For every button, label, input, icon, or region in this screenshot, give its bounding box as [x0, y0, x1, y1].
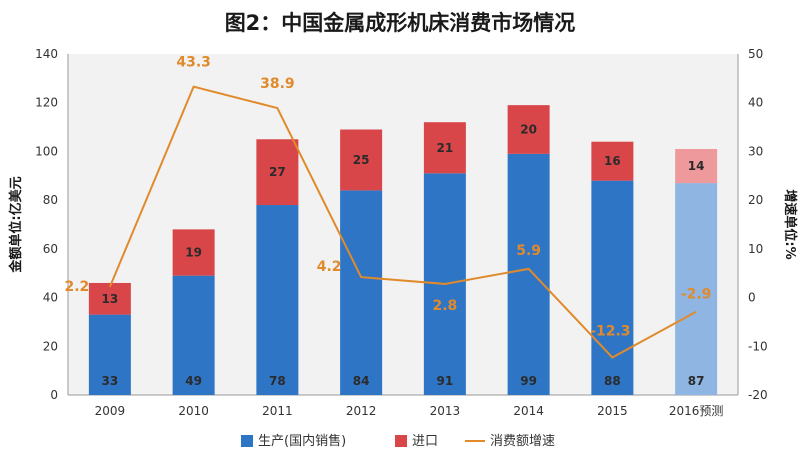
y-tick-label-left: 80	[43, 193, 58, 207]
y-tick-label-left: 100	[35, 144, 58, 158]
legend: 生产(国内销售) 进口 消费额增速	[241, 433, 555, 449]
bar-label-import: 27	[269, 165, 286, 179]
bar-label-production: 99	[520, 374, 537, 388]
bar-label-import: 16	[604, 154, 621, 168]
y-tick-label-left: 40	[43, 291, 58, 305]
legend-label-growth: 消费额增速	[490, 434, 555, 449]
growth-data-label: 2.8	[432, 298, 457, 314]
bar-label-production: 88	[604, 374, 621, 388]
y-axis-title-left: 金额单位:亿美元	[8, 176, 24, 273]
bar-import	[423, 122, 466, 174]
growth-data-label: 2.2	[64, 279, 89, 295]
y-tick-label-left: 140	[35, 47, 58, 61]
legend-label-import: 进口	[412, 434, 438, 449]
y-tick-label-right: -20	[748, 388, 768, 402]
growth-line	[108, 85, 697, 359]
x-tick-label: 2013	[430, 404, 461, 418]
y-tick-label-right: -10	[748, 339, 768, 353]
bar-label-import: 20	[520, 123, 537, 137]
x-tick-label: 2009	[95, 404, 126, 418]
y-tick-label-right: 30	[748, 144, 763, 158]
growth-data-label: 38.9	[260, 76, 295, 92]
bars: 33 13 49 19 78 27 84 25 91 21 99 20 88 16 87 14	[88, 105, 718, 395]
bar-import	[591, 141, 634, 181]
axes: 0 20 40 60 80 100 120 140 -20 -10 0 10 20 30 40 50 2009 2…	[8, 47, 798, 418]
x-tick-label: 2012	[346, 404, 377, 418]
y-tick-label-right: 10	[748, 242, 763, 256]
y-axis-title-right: 增速单位:%	[782, 189, 798, 259]
bar-label-import: 14	[688, 159, 705, 173]
growth-data-label: -12.3	[590, 323, 630, 339]
growth-data-label: -2.9	[681, 287, 712, 303]
bar-label-production: 33	[102, 374, 119, 388]
y-tick-label-left: 20	[43, 339, 58, 353]
bar-label-production: 84	[353, 374, 370, 388]
bar-import	[88, 282, 131, 315]
bar-label-import: 21	[437, 141, 454, 155]
bar-production	[507, 153, 550, 395]
legend-swatch-import	[395, 435, 407, 447]
x-tick-label: 2011	[262, 404, 293, 418]
growth-line-layer: 2.2 43.3 38.9 4.2 2.8 5.9 -12.3 -2.9	[64, 55, 712, 359]
growth-data-label: 43.3	[176, 55, 211, 71]
bar-import	[172, 229, 215, 276]
bar-label-import: 25	[353, 153, 370, 167]
bar-label-production: 49	[185, 374, 202, 388]
bar-import	[256, 139, 299, 206]
y-tick-label-left: 0	[50, 388, 58, 402]
x-tick-label: 2010	[178, 404, 209, 418]
growth-data-label: 4.2	[317, 259, 342, 275]
x-tick-label: 2015	[597, 404, 628, 418]
bar-production	[256, 205, 299, 395]
legend-swatch-production	[241, 435, 253, 447]
x-tick-label: 2016预测	[669, 404, 724, 418]
bar-import	[340, 129, 383, 191]
y-tick-label-right: 50	[748, 47, 763, 61]
y-tick-label-left: 120	[35, 96, 58, 110]
chart-title: 图2：中国金属成形机床消费市场情况	[225, 11, 576, 35]
bar-import	[507, 105, 550, 154]
legend-label-production: 生产(国内销售)	[258, 433, 346, 449]
bar-production	[591, 180, 634, 395]
y-tick-label-right: 20	[748, 193, 763, 207]
bar-import	[675, 148, 718, 184]
bar-production	[675, 183, 718, 395]
bar-label-import: 19	[185, 246, 202, 260]
bar-production	[340, 190, 383, 395]
bar-production	[88, 314, 131, 395]
bar-production	[172, 275, 215, 395]
y-tick-label-left: 60	[43, 242, 58, 256]
bar-label-import: 13	[102, 292, 119, 306]
bar-label-production: 91	[437, 374, 454, 388]
y-tick-label-right: 40	[748, 96, 763, 110]
bar-label-production: 78	[269, 374, 286, 388]
bar-label-production: 87	[688, 374, 705, 388]
growth-data-label: 5.9	[516, 243, 541, 259]
y-tick-label-right: 0	[748, 291, 756, 305]
x-tick-label: 2014	[513, 404, 544, 418]
